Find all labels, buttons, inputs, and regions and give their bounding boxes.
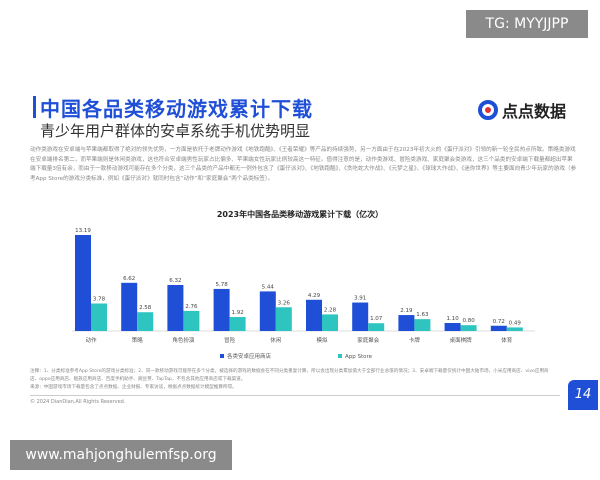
data-label: 6.32 xyxy=(169,278,181,284)
bar-android xyxy=(213,288,230,331)
data-label: 2.76 xyxy=(185,304,198,310)
bar-android xyxy=(121,282,138,331)
category-label: 策略 xyxy=(132,336,144,344)
logo: 点点数据 xyxy=(478,98,566,122)
data-label: 1.07 xyxy=(370,316,383,322)
category-label: 动作 xyxy=(85,336,97,344)
data-label: 2.19 xyxy=(400,308,413,314)
category-label: 休闲 xyxy=(270,336,282,344)
legend-label: App Store xyxy=(345,354,373,360)
copyright: © 2024 DianDian.All Rights Reserved. xyxy=(30,399,126,405)
bar-appstore xyxy=(275,307,292,331)
bar-appstore xyxy=(460,325,477,331)
bar-appstore xyxy=(91,303,107,331)
data-label: 6.62 xyxy=(123,276,135,282)
data-label: 3.91 xyxy=(354,296,366,302)
bar-android xyxy=(75,235,91,331)
category-label: 桌面棋牌 xyxy=(450,336,473,344)
page-number: 14 xyxy=(568,380,598,410)
bar-appstore xyxy=(506,327,523,331)
overlay-watermark-bottom: www.mahjonghulemfsp.org xyxy=(10,440,232,470)
bar-android xyxy=(490,325,507,331)
category-label: 角色扮演 xyxy=(172,336,195,344)
category-label: 体育 xyxy=(501,336,513,344)
bar-appstore xyxy=(137,312,154,331)
data-label: 3.78 xyxy=(93,296,106,302)
chart-title: 2023年中国各品类移动游戏累计下载（亿次） xyxy=(217,209,383,219)
bar-appstore xyxy=(414,319,431,331)
data-label: 2.28 xyxy=(324,307,337,313)
bar-android xyxy=(352,302,369,331)
divider xyxy=(30,395,560,396)
bar-android xyxy=(306,299,322,331)
bar-android xyxy=(398,315,415,331)
data-label: 0.80 xyxy=(462,318,475,324)
data-label: 5.44 xyxy=(262,284,275,290)
data-label: 2.58 xyxy=(139,305,152,311)
data-label: 0.72 xyxy=(493,319,505,325)
legend-swatch xyxy=(338,354,342,358)
data-label: 5.78 xyxy=(215,282,228,288)
legend-label: 各类安卓应用商店 xyxy=(227,352,272,360)
data-label: 3.26 xyxy=(278,300,291,306)
data-label: 0.49 xyxy=(509,320,522,326)
body-text: 动作类游戏在安卓端与苹果端都取得了绝对的领先优势，一方面是依托于老牌动作游戏《地… xyxy=(30,147,577,182)
logo-text: 点点数据 xyxy=(502,102,567,121)
data-label: 13.19 xyxy=(75,228,91,234)
bar-android xyxy=(259,291,276,331)
bar-appstore xyxy=(322,314,338,331)
category-label: 模拟 xyxy=(316,336,328,344)
slide-subtitle: 青少年用户群体的安卓系统手机优势明显 xyxy=(40,122,311,140)
data-label: 1.92 xyxy=(231,310,243,316)
data-label: 1.10 xyxy=(446,316,459,322)
notes: 注释：1、分类标准参考App Store的游戏分类标准；2、同一款移动游戏可能存… xyxy=(30,369,549,390)
category-label: 卡牌 xyxy=(409,336,421,344)
data-label: 1.63 xyxy=(416,312,429,318)
data-label: 4.29 xyxy=(308,293,321,299)
category-label: 家庭聚会 xyxy=(357,336,380,344)
slide-title: 中国各品类移动游戏累计下载 xyxy=(40,97,313,121)
title-accent-bar xyxy=(33,96,36,118)
bar-appstore xyxy=(229,317,246,331)
logo-icon xyxy=(478,100,498,120)
category-label: 冒险 xyxy=(224,336,236,344)
bar-appstore xyxy=(368,323,385,331)
bar-android xyxy=(444,322,461,331)
bar-android xyxy=(167,285,184,331)
overlay-watermark-top: TG: MYYJJPP xyxy=(466,10,588,38)
legend-swatch xyxy=(220,354,224,358)
bar-appstore xyxy=(183,310,200,331)
